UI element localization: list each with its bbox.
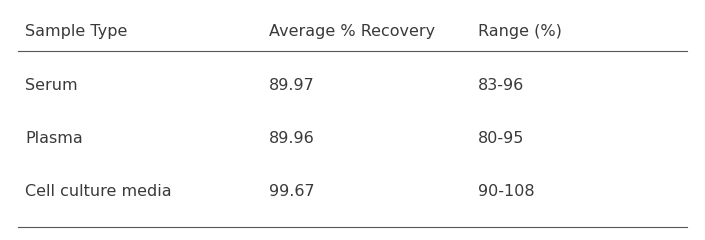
Text: 89.96: 89.96 — [269, 131, 314, 146]
Text: Average % Recovery: Average % Recovery — [269, 24, 435, 39]
Text: Range (%): Range (%) — [478, 24, 562, 39]
Text: Serum: Serum — [25, 78, 78, 93]
Text: 99.67: 99.67 — [269, 184, 314, 199]
Text: Sample Type: Sample Type — [25, 24, 128, 39]
Text: Cell culture media: Cell culture media — [25, 184, 172, 199]
Text: Plasma: Plasma — [25, 131, 82, 146]
Text: 90-108: 90-108 — [478, 184, 534, 199]
Text: 89.97: 89.97 — [269, 78, 314, 93]
Text: 83-96: 83-96 — [478, 78, 524, 93]
Text: 80-95: 80-95 — [478, 131, 525, 146]
